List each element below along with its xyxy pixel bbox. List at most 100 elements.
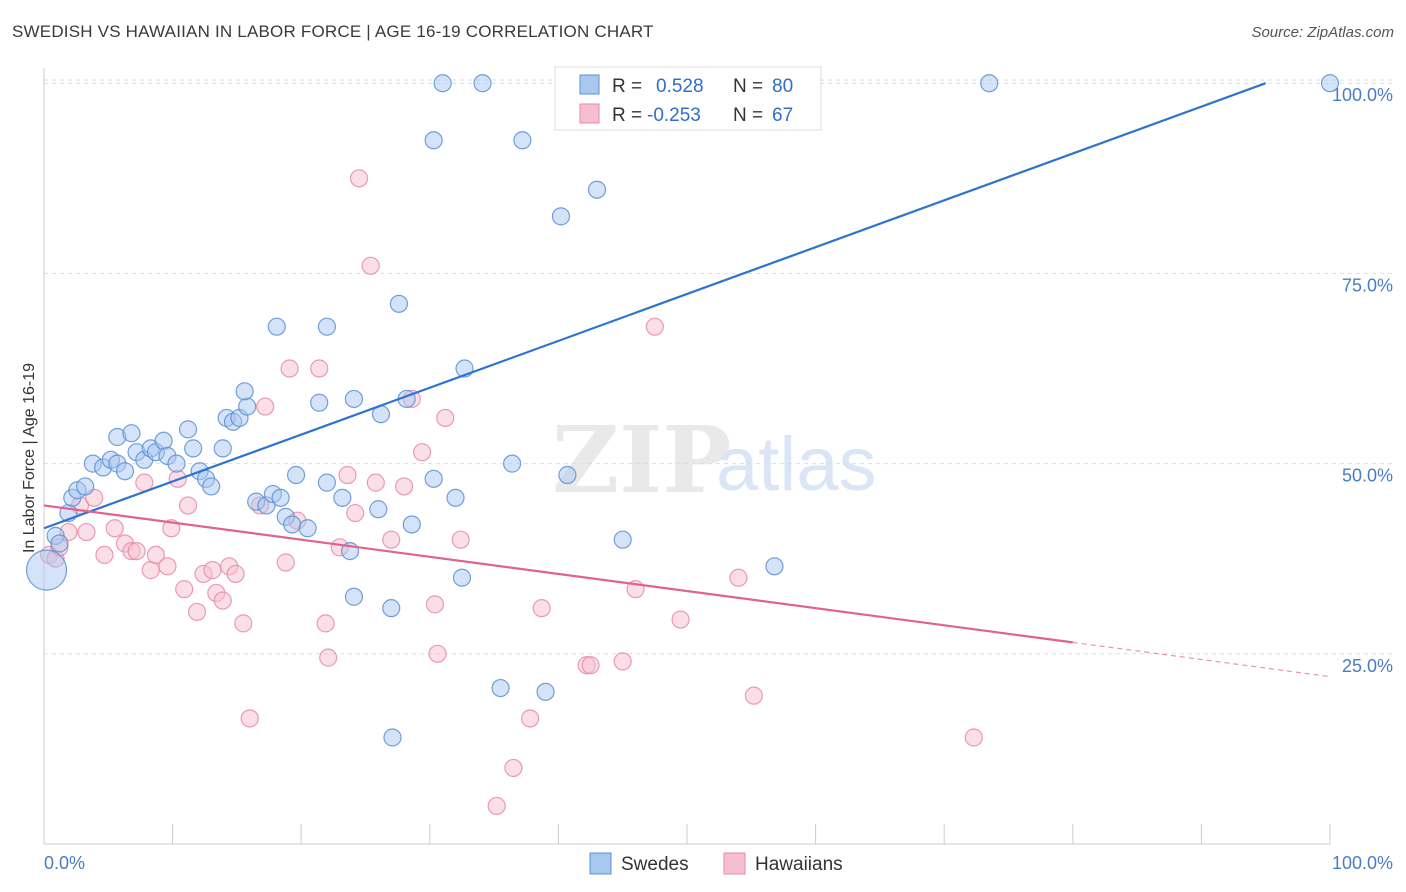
point-swedes [184, 439, 203, 458]
stats-r-label-swedes: R = [612, 76, 642, 97]
stats-r-value-hawaiians: -0.253 [647, 105, 701, 126]
point-hawaiians [412, 443, 432, 462]
point-hawaiians [436, 408, 455, 428]
point-hawaiians [256, 397, 275, 416]
stats-n-value-hawaiians: 67 [772, 105, 793, 126]
point-swedes [317, 473, 337, 492]
point-swedes [283, 515, 302, 534]
point-swedes [491, 678, 510, 698]
trend-line-hawaiians [43, 504, 1073, 644]
point-swedes [558, 465, 577, 485]
point-swedes [551, 207, 571, 226]
legend-swatch-swedes [589, 852, 612, 875]
point-swedes [50, 534, 69, 553]
point-hawaiians [532, 599, 551, 618]
point-hawaiians [280, 359, 299, 378]
trend-lines [43, 82, 1331, 678]
point-hawaiians [425, 595, 445, 614]
point-hawaiians [382, 530, 401, 549]
trend-line-swedes [43, 82, 1267, 530]
point-swedes [76, 477, 95, 496]
stats-r-label-hawaiians: R = [612, 105, 642, 126]
trend-line-hawaiians-extension [1072, 641, 1331, 678]
point-swedes [115, 462, 135, 481]
point-swedes [344, 587, 364, 606]
point-hawaiians [310, 359, 329, 378]
watermark-zip: ZIP [552, 406, 731, 514]
point-hawaiians [213, 591, 232, 610]
grid-lines [44, 79, 1395, 655]
stats-n-label-hawaiians: N = [733, 105, 763, 126]
point-hawaiians [487, 796, 506, 816]
point-hawaiians [451, 530, 470, 549]
point-swedes [238, 397, 257, 416]
stats-box: R = 0.528 N = 80 R = -0.253 N = 67 [554, 66, 822, 131]
point-hawaiians [240, 709, 259, 728]
point-hawaiians [361, 256, 380, 275]
point-swedes [333, 488, 352, 507]
y-tick-label: 25.0% [1342, 656, 1393, 676]
point-hawaiians [316, 614, 335, 633]
point-hawaiians [744, 686, 763, 705]
point-hawaiians [175, 580, 194, 599]
point-swedes [25, 549, 68, 591]
point-swedes [267, 317, 286, 336]
point-swedes [452, 568, 472, 587]
point-swedes [382, 599, 401, 618]
point-hawaiians [671, 610, 690, 629]
stats-swatch-hawaiians [579, 103, 600, 124]
point-hawaiians [234, 614, 253, 633]
point-swedes [383, 728, 402, 747]
point-swedes [317, 317, 337, 336]
point-swedes [980, 74, 999, 93]
point-hawaiians [366, 473, 385, 492]
point-hawaiians [504, 758, 523, 778]
y-tick-label: 75.0% [1342, 275, 1393, 295]
point-swedes [389, 294, 409, 313]
point-hawaiians [349, 169, 369, 188]
legend: Swedes Hawaiians [589, 852, 843, 875]
y-axis-title: In Labor Force | Age 16-19 [21, 363, 38, 553]
chart-source: Source: ZipAtlas.com [1251, 24, 1394, 41]
chart-title: SWEDISH VS HAWAIIAN IN LABOR FORCE | AGE… [12, 22, 654, 41]
point-swedes [298, 519, 317, 538]
point-hawaiians [338, 465, 357, 485]
point-swedes [213, 439, 232, 458]
point-hawaiians [964, 728, 983, 747]
point-swedes [235, 382, 254, 401]
point-swedes [122, 424, 141, 443]
point-hawaiians [146, 545, 165, 565]
y-tick-label: 100.0% [1332, 85, 1393, 105]
point-swedes [202, 477, 221, 496]
stats-n-value-swedes: 80 [772, 76, 793, 97]
point-hawaiians [203, 561, 222, 580]
point-hawaiians [77, 522, 96, 542]
point-hawaiians [127, 541, 146, 561]
point-hawaiians [521, 709, 540, 728]
point-hawaiians [645, 317, 664, 336]
watermark-atlas: atlas [716, 422, 877, 507]
point-hawaiians [105, 519, 124, 538]
stats-r-value-swedes: 0.528 [656, 76, 704, 97]
point-swedes [154, 431, 173, 450]
point-swedes [587, 180, 607, 199]
point-hawaiians [319, 648, 338, 667]
point-hawaiians [613, 652, 632, 671]
point-hawaiians [95, 545, 114, 565]
point-swedes [765, 557, 784, 576]
point-swedes [369, 500, 388, 519]
point-swedes [1320, 74, 1340, 93]
x-tick-label-max: 100.0% [1332, 853, 1393, 873]
point-swedes [473, 74, 492, 93]
point-hawaiians [276, 553, 295, 572]
point-swedes [503, 454, 522, 473]
point-swedes [178, 420, 198, 439]
point-hawaiians [428, 644, 447, 663]
point-hawaiians [581, 656, 600, 675]
point-swedes [271, 488, 290, 507]
point-swedes [446, 488, 465, 507]
data-points [25, 74, 1340, 816]
x-tick-label-min: 0.0% [44, 853, 85, 873]
y-tick-label: 50.0% [1342, 466, 1393, 486]
point-hawaiians [226, 564, 245, 584]
